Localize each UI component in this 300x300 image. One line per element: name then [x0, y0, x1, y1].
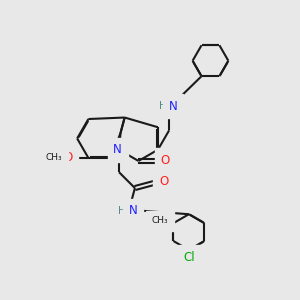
Text: O: O — [159, 175, 168, 188]
Text: CH₃: CH₃ — [46, 153, 63, 162]
Text: H: H — [118, 206, 125, 216]
Text: N: N — [169, 100, 177, 113]
Text: Cl: Cl — [184, 250, 195, 264]
Text: H: H — [159, 101, 166, 111]
Text: N: N — [113, 143, 122, 156]
Text: N: N — [128, 204, 137, 218]
Text: O: O — [64, 151, 73, 164]
Text: O: O — [160, 154, 170, 167]
Text: CH₃: CH₃ — [151, 216, 168, 225]
